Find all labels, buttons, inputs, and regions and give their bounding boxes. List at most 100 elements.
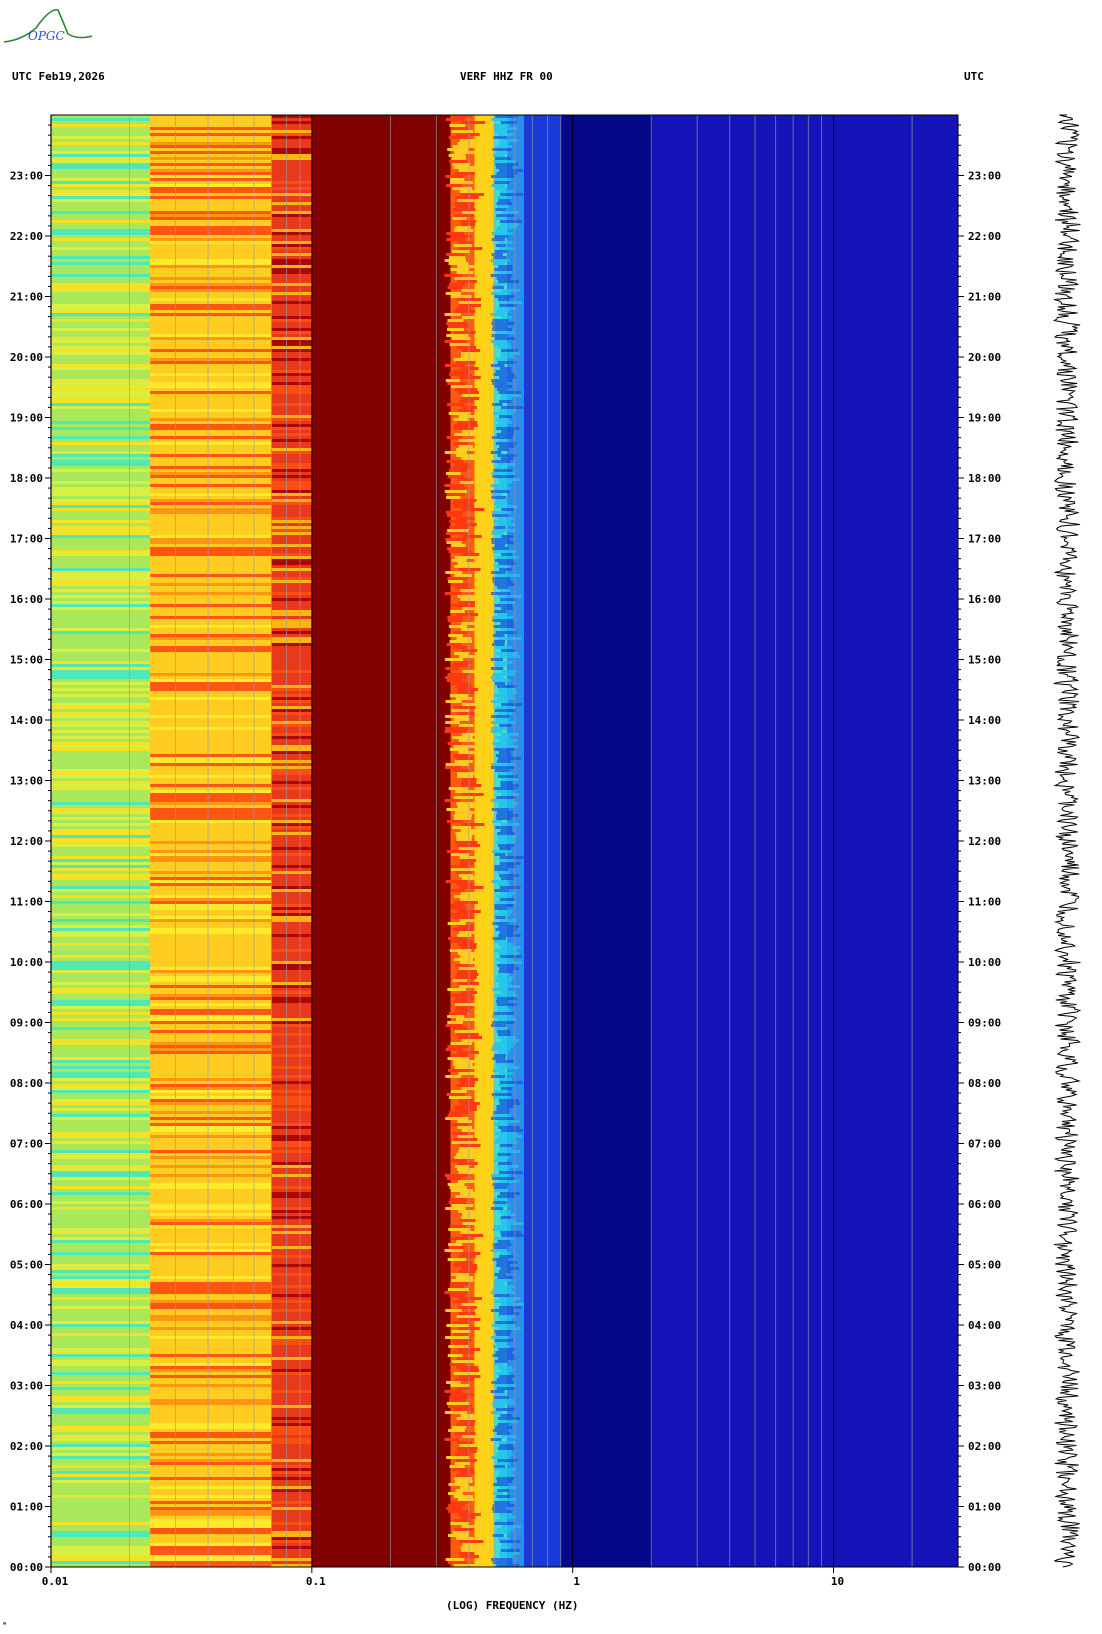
spectral-stripe — [271, 115, 312, 118]
spectral-edge — [493, 256, 507, 259]
y-tick-label-left: 00:00 — [10, 1561, 43, 1574]
spectral-edge — [496, 1264, 511, 1267]
spectral-stripe — [271, 598, 312, 601]
spectral-edge — [491, 1507, 507, 1510]
spectral-edge — [497, 1459, 518, 1462]
spectral-edge — [457, 595, 476, 598]
spectral-edge — [493, 526, 506, 529]
spectral-edge — [496, 997, 517, 1000]
spectral-edge — [496, 1378, 512, 1381]
spectral-edge — [458, 1306, 477, 1309]
spectral-stripe — [271, 439, 312, 442]
spectral-edge — [494, 1123, 508, 1126]
spectral-edge — [496, 817, 512, 820]
spectral-stripe — [271, 1417, 312, 1420]
spectral-edge — [446, 184, 462, 187]
spectral-edge — [497, 838, 515, 841]
spectral-stripe — [150, 1012, 272, 1015]
spectral-stripe — [271, 1390, 312, 1393]
spectral-edge — [495, 337, 516, 340]
spectral-edge — [500, 1414, 512, 1417]
spectral-edge — [499, 859, 514, 862]
y-tick-label-right: 07:00 — [968, 1138, 1001, 1151]
spectral-stripe — [271, 640, 312, 643]
spectral-stripe — [150, 1549, 272, 1552]
spectral-edge — [450, 1189, 474, 1192]
spectral-edge — [455, 448, 478, 451]
spectral-edge — [459, 856, 482, 859]
spectral-stripe — [51, 1429, 151, 1432]
spectral-stripe — [271, 1186, 312, 1189]
spectral-edge — [446, 322, 468, 325]
spectral-stripe — [271, 448, 312, 451]
spectral-stripe — [150, 1219, 272, 1222]
spectral-edge — [493, 640, 505, 643]
spectral-edge — [456, 712, 475, 715]
spectral-stripe — [150, 1030, 272, 1033]
spectral-stripe — [271, 865, 312, 868]
spectral-stripe — [271, 619, 312, 622]
spectral-stripe — [150, 493, 272, 496]
spectral-stripe — [271, 328, 312, 331]
spectral-stripe — [51, 181, 151, 184]
spectral-edge — [499, 445, 515, 448]
spectral-edge — [496, 901, 517, 904]
spectral-edge — [454, 1477, 473, 1480]
spectral-edge — [496, 1372, 510, 1375]
spectral-edge — [445, 292, 461, 295]
spectral-edge — [497, 361, 517, 364]
spectral-stripe — [271, 1081, 312, 1084]
spectral-stripe — [150, 454, 272, 457]
y-tick-label-right: 08:00 — [968, 1077, 1001, 1090]
spectral-edge — [448, 136, 471, 139]
spectral-edge — [456, 361, 476, 364]
spectral-edge — [497, 802, 518, 805]
spectral-stripe — [150, 1558, 272, 1561]
spectral-edge — [449, 520, 467, 523]
spectral-edge — [447, 922, 466, 925]
spectral-stripe — [51, 274, 151, 277]
spectral-stripe — [51, 1438, 151, 1441]
spectral-edge — [444, 490, 468, 493]
spectral-edge — [494, 1393, 507, 1396]
spectral-stripe — [271, 1255, 312, 1258]
spectral-stripe — [271, 820, 312, 823]
spectral-stripe — [51, 913, 151, 916]
spectral-stripe — [51, 1291, 151, 1294]
spectral-stripe — [271, 253, 312, 256]
spectral-stripe — [51, 1240, 151, 1243]
spectral-stripe — [51, 1348, 151, 1351]
spectral-stripe — [51, 1522, 151, 1525]
spectral-stripe — [51, 1078, 151, 1081]
spectral-edge — [461, 1549, 485, 1552]
spectral-edge — [444, 274, 462, 277]
spectral-stripe — [150, 304, 272, 307]
y-tick-label-left: 20:00 — [10, 351, 43, 364]
spectral-edge — [444, 730, 467, 733]
spectral-edge — [454, 895, 477, 898]
spectral-stripe — [150, 1102, 272, 1105]
spectral-edge — [461, 289, 480, 292]
spectral-stripe — [271, 262, 312, 265]
spectral-stripe — [150, 307, 272, 310]
spectral-edge — [449, 1225, 466, 1228]
spectral-edge — [495, 1060, 514, 1063]
spectral-edge — [495, 157, 512, 160]
spectral-stripe — [51, 664, 151, 667]
spectral-stripe — [271, 1102, 312, 1105]
spectral-edge — [500, 892, 516, 895]
spectral-stripe — [150, 1090, 272, 1093]
spectral-edge — [446, 1456, 470, 1459]
spectral-edge — [492, 1021, 515, 1024]
spectral-stripe — [150, 217, 272, 220]
spectral-stripe — [150, 232, 272, 235]
spectral-edge — [447, 673, 469, 676]
spectral-edge — [458, 169, 482, 172]
spectral-edge — [458, 601, 476, 604]
spectral-edge — [493, 1225, 511, 1228]
spectral-edge — [444, 766, 461, 769]
spectral-edge — [497, 832, 515, 835]
spectral-stripe — [271, 358, 312, 361]
spectral-stripe — [51, 859, 151, 862]
spectral-stripe — [150, 853, 272, 856]
